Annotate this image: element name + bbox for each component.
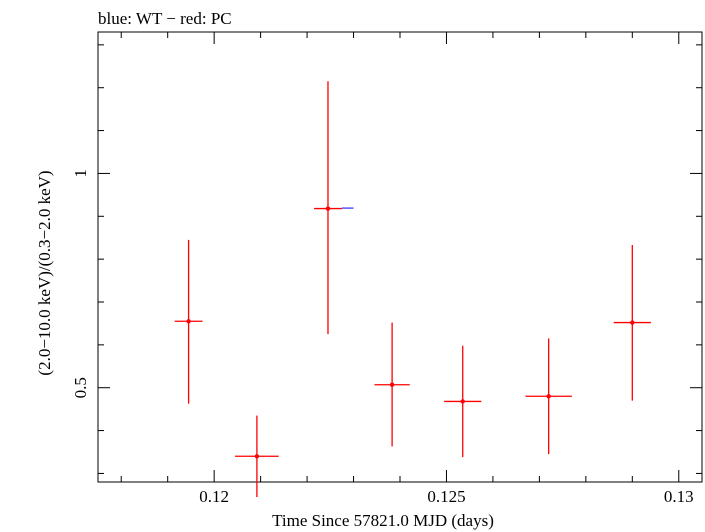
data-point xyxy=(613,245,651,401)
data-point xyxy=(174,239,203,404)
x-tick-label: 0.13 xyxy=(664,487,694,506)
y-axis-ticks: 0.51 xyxy=(71,44,702,474)
chart-title: blue: WT − red: PC xyxy=(98,9,232,28)
point-marker xyxy=(630,320,635,325)
point-marker xyxy=(186,319,191,324)
data-point xyxy=(374,322,410,447)
x-axis-ticks: 0.12 0.125 0.13 xyxy=(120,32,694,506)
y-axis-label: (2.0−10.0 keV)/(0.3−2.0 keV) xyxy=(35,170,54,375)
point-marker xyxy=(325,206,331,211)
point-marker xyxy=(460,399,465,404)
y-tick-label: 0.5 xyxy=(71,377,90,398)
point-marker xyxy=(389,382,395,387)
point-marker xyxy=(546,394,551,399)
x-axis-label: Time Since 57821.0 MJD (days) xyxy=(272,511,494,530)
y-tick-label: 1 xyxy=(71,169,90,178)
x-tick-label: 0.125 xyxy=(427,487,465,506)
data-series xyxy=(174,81,651,497)
data-point xyxy=(314,81,342,335)
point-marker xyxy=(254,454,260,459)
data-point xyxy=(525,338,572,455)
x-tick-label: 0.12 xyxy=(199,487,229,506)
data-point xyxy=(444,345,482,458)
data-point xyxy=(235,415,279,497)
